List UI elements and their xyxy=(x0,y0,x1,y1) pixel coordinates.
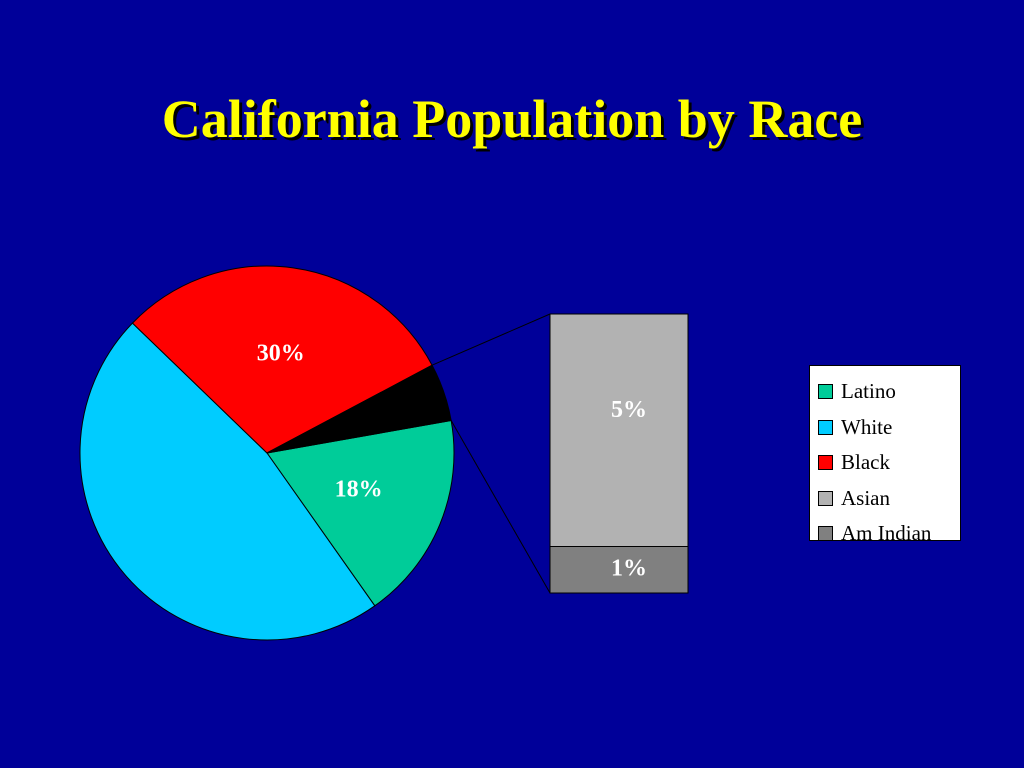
breakout-bar xyxy=(549,313,689,594)
pie-label-latino: 18% xyxy=(335,476,383,502)
legend-swatch-asian xyxy=(818,490,833,506)
legend-entry-am-indian: Am Indian xyxy=(818,516,960,552)
legend-entry-black: Black xyxy=(818,445,960,481)
breakout-connectors xyxy=(431,313,551,594)
pie-slice-white xyxy=(79,322,376,641)
connector-line-bottom xyxy=(450,420,551,594)
bar-segment-asian xyxy=(549,313,689,547)
legend-entry-asian: Asian xyxy=(818,481,960,517)
slide-title: California Population by Race xyxy=(161,89,863,149)
legend-entry-latino: Latino xyxy=(818,374,960,410)
legend-label-white: White xyxy=(841,414,893,439)
legend-label-am-indian: Am Indian xyxy=(841,521,932,546)
pie-slice-black xyxy=(131,265,433,454)
legend-label-latino: Latino xyxy=(841,379,896,404)
connector-line-top xyxy=(431,313,551,366)
legend-swatch-am-indian xyxy=(818,526,833,542)
legend-label-asian: Asian xyxy=(841,485,890,510)
legend-swatch-white xyxy=(818,419,833,435)
bar-labels: 1% 5% xyxy=(611,397,647,581)
legend-entry-white: White xyxy=(818,410,960,446)
legend-label-black: Black xyxy=(841,450,890,475)
legend-swatch-latino xyxy=(818,384,833,400)
pie-labels: 18% 30% xyxy=(257,340,383,502)
bar-label-am-indian: 1% xyxy=(611,555,647,581)
pie-label-black: 30% xyxy=(257,340,305,366)
legend: Latino White Black Asian Am Indian xyxy=(809,365,961,545)
bar-label-asian: 5% xyxy=(611,397,647,423)
pie-slice-latino xyxy=(266,419,455,607)
pie xyxy=(79,265,455,641)
legend-swatch-black xyxy=(818,455,833,471)
